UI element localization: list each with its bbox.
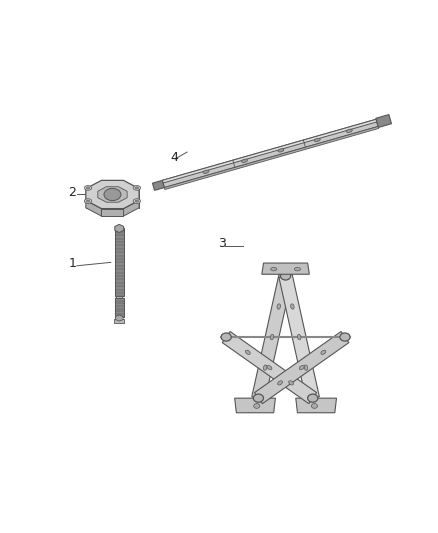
Ellipse shape xyxy=(221,333,231,341)
Text: 1: 1 xyxy=(68,257,76,270)
Polygon shape xyxy=(262,263,309,274)
Ellipse shape xyxy=(84,185,92,190)
FancyBboxPatch shape xyxy=(115,229,124,296)
Polygon shape xyxy=(86,200,102,216)
Ellipse shape xyxy=(245,350,250,354)
FancyBboxPatch shape xyxy=(114,319,124,324)
Polygon shape xyxy=(98,187,127,202)
Polygon shape xyxy=(116,315,123,321)
Polygon shape xyxy=(376,115,392,127)
Ellipse shape xyxy=(242,159,247,163)
Ellipse shape xyxy=(290,304,294,309)
Polygon shape xyxy=(252,274,292,400)
Polygon shape xyxy=(164,126,379,190)
Ellipse shape xyxy=(294,268,300,271)
Polygon shape xyxy=(124,200,139,216)
Ellipse shape xyxy=(267,366,272,370)
Polygon shape xyxy=(152,180,164,190)
Polygon shape xyxy=(279,274,319,400)
Ellipse shape xyxy=(307,394,318,402)
Polygon shape xyxy=(86,180,139,208)
Text: 3: 3 xyxy=(218,237,226,250)
FancyBboxPatch shape xyxy=(116,296,122,298)
Ellipse shape xyxy=(84,199,92,204)
Ellipse shape xyxy=(278,381,283,385)
Ellipse shape xyxy=(87,200,89,202)
Ellipse shape xyxy=(311,403,318,408)
Ellipse shape xyxy=(271,268,277,271)
Ellipse shape xyxy=(346,129,352,133)
Polygon shape xyxy=(162,119,378,188)
Ellipse shape xyxy=(277,304,281,309)
Ellipse shape xyxy=(280,272,291,280)
Ellipse shape xyxy=(133,199,141,204)
Ellipse shape xyxy=(87,187,89,189)
Polygon shape xyxy=(222,332,317,403)
Ellipse shape xyxy=(133,185,141,190)
Polygon shape xyxy=(254,332,349,403)
Ellipse shape xyxy=(135,187,138,189)
Ellipse shape xyxy=(270,334,274,340)
Ellipse shape xyxy=(299,366,304,370)
Text: 2: 2 xyxy=(68,186,76,199)
Ellipse shape xyxy=(297,334,301,340)
Ellipse shape xyxy=(314,138,320,142)
Ellipse shape xyxy=(340,333,350,341)
Ellipse shape xyxy=(278,149,284,152)
Polygon shape xyxy=(162,119,377,183)
Ellipse shape xyxy=(321,350,326,354)
FancyBboxPatch shape xyxy=(115,298,124,317)
Ellipse shape xyxy=(304,365,308,370)
Ellipse shape xyxy=(263,365,267,370)
Text: 4: 4 xyxy=(170,150,178,164)
Ellipse shape xyxy=(253,394,264,402)
Ellipse shape xyxy=(135,200,138,202)
Ellipse shape xyxy=(254,403,260,408)
Polygon shape xyxy=(115,224,124,232)
Polygon shape xyxy=(235,398,276,413)
Ellipse shape xyxy=(104,188,121,200)
Ellipse shape xyxy=(289,381,293,385)
Polygon shape xyxy=(102,208,124,216)
Polygon shape xyxy=(296,398,336,413)
Ellipse shape xyxy=(203,170,209,173)
